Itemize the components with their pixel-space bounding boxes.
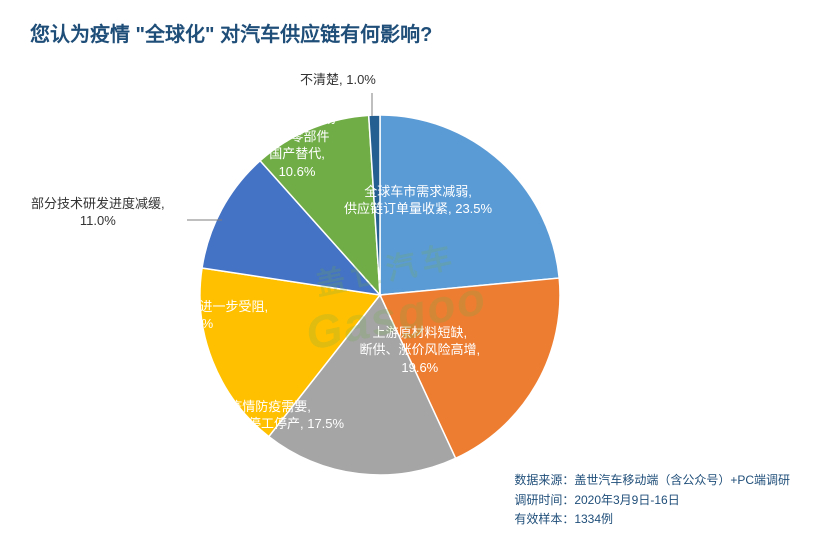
data-source-footer: 数据来源：盖世汽车移动端（含公众号）+PC端调研调研时间：2020年3月9日-1… xyxy=(514,471,790,529)
footer-line: 数据来源：盖世汽车移动端（含公众号）+PC端调研 xyxy=(514,471,790,490)
footer-line: 调研时间：2020年3月9日-16日 xyxy=(514,491,790,510)
pie-slice xyxy=(380,115,559,295)
footer-line: 有效样本：1334例 xyxy=(514,510,790,529)
pie-chart xyxy=(0,0,820,547)
